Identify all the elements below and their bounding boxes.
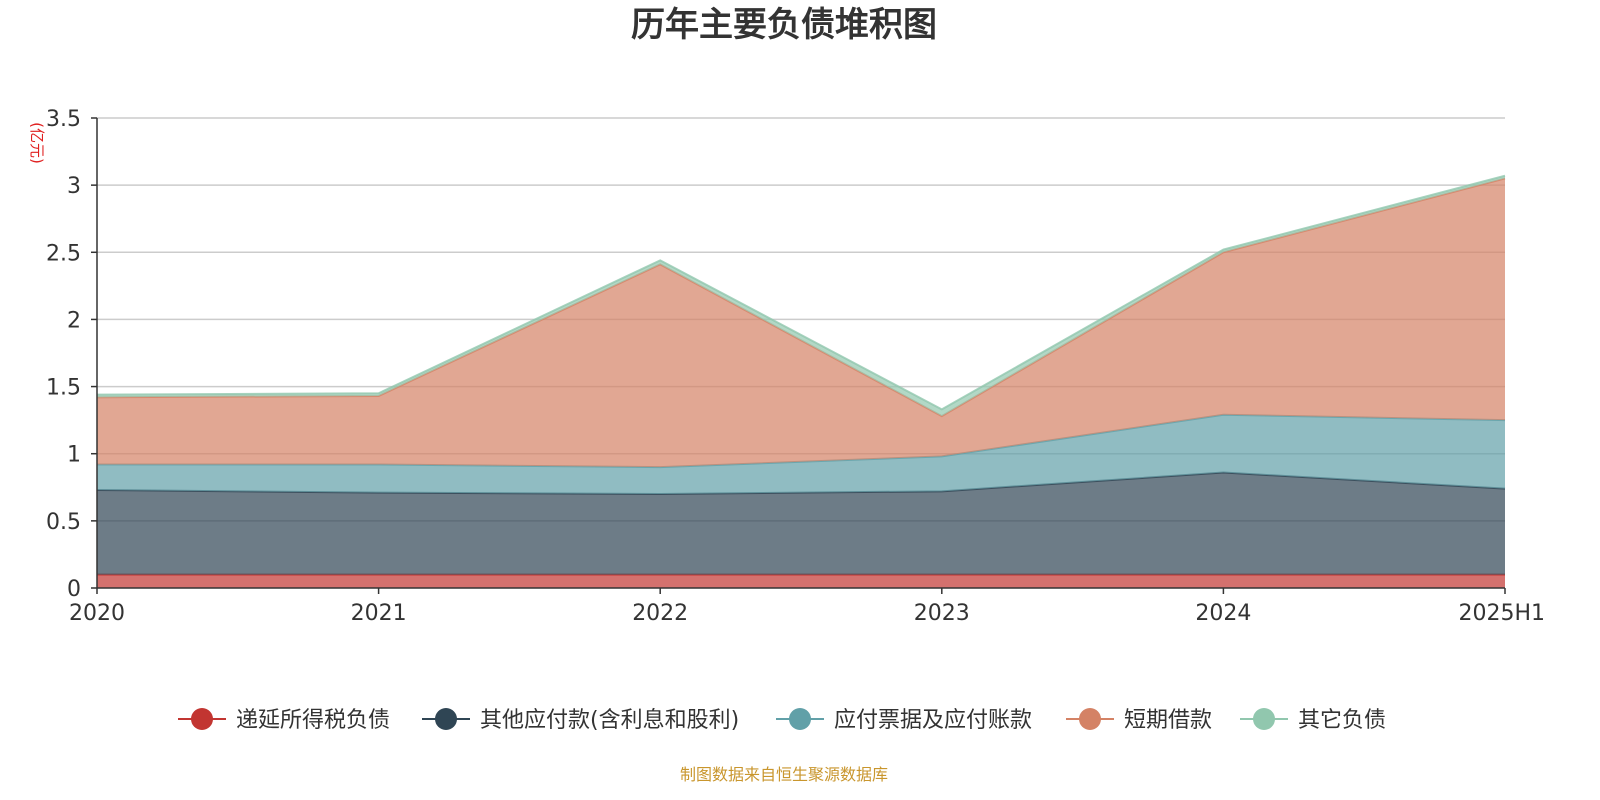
area-line-series-4	[96, 174, 1506, 411]
legend-item-4[interactable]: 其它负债	[1240, 708, 1386, 733]
y-tick-label-5: 2.5	[46, 241, 81, 266]
legend-item-2[interactable]: 应付票据及应付账款	[776, 708, 1032, 733]
legend-marker-1	[435, 708, 457, 730]
legend-marker-4	[1253, 708, 1275, 730]
legend-marker-0	[191, 708, 213, 730]
x-tick-label-1: 2021	[351, 601, 407, 626]
y-tick-label-2: 1	[67, 443, 81, 468]
x-tick-label-3: 2023	[914, 601, 970, 626]
area-series-0	[97, 574, 1505, 588]
y-tick-label-0: 0	[67, 577, 81, 602]
legend-marker-3	[1079, 708, 1101, 730]
area-series-1	[97, 472, 1505, 575]
legend-item-1[interactable]: 其他应付款(含利息和股利)	[422, 708, 739, 733]
chart-title: 历年主要负债堆积图	[631, 5, 937, 45]
legend-item-0[interactable]: 递延所得税负债	[178, 708, 390, 733]
legend-label-2: 应付票据及应付账款	[834, 708, 1032, 733]
legend-item-3[interactable]: 短期借款	[1066, 708, 1212, 733]
y-tick-label-6: 3	[67, 174, 81, 199]
legend-marker-2	[789, 708, 811, 730]
y-tick-label-7: 3.5	[46, 107, 81, 132]
area-series-3	[97, 178, 1505, 468]
legend-label-4: 其它负债	[1298, 708, 1386, 733]
y-tick-label-1: 0.5	[46, 510, 81, 535]
legend-label-1: 其他应付款(含利息和股利)	[480, 708, 739, 733]
y-axis-unit: (亿元)	[28, 122, 46, 164]
x-tick-label-0: 2020	[69, 601, 125, 626]
area-series-2	[97, 414, 1505, 494]
y-tick-label-3: 1.5	[46, 376, 81, 401]
legend: 递延所得税负债 其他应付款(含利息和股利) 应付票据及应付账款 短期借款 其它负债	[178, 708, 1386, 733]
x-tick-label-5: 2025H1	[1458, 601, 1545, 626]
legend-label-3: 短期借款	[1124, 708, 1212, 733]
x-tick-label-4: 2024	[1195, 601, 1251, 626]
x-tick-label-2: 2022	[632, 601, 688, 626]
legend-label-0: 递延所得税负债	[236, 708, 390, 733]
stacked-areas	[96, 174, 1506, 588]
y-tick-label-4: 2	[67, 308, 81, 333]
axes: 0 0.5 1 1.5 2 2.5 3 3.5 2020 2021 2022 2023 2024 2025…	[46, 107, 1545, 626]
data-source-note: 制图数据来自恒生聚源数据库	[680, 765, 888, 784]
